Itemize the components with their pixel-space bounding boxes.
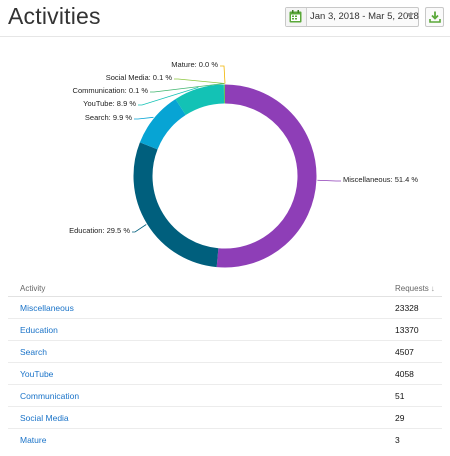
requests-value: 29: [383, 406, 442, 429]
sort-arrow-icon: ↓: [430, 284, 435, 293]
slice-search[interactable]: [139, 99, 187, 150]
calendar-icon: [289, 10, 302, 23]
slice-label: Social Media: 0.1 %: [106, 73, 173, 82]
export-button[interactable]: [425, 7, 444, 27]
slice-education[interactable]: [133, 142, 219, 268]
leader-line: [220, 65, 226, 84]
requests-value: 3: [395, 434, 400, 445]
activity-link[interactable]: Communication: [20, 390, 80, 401]
download-icon: [429, 11, 441, 23]
header-divider: [0, 36, 450, 37]
activity-link[interactable]: Education: [20, 324, 58, 335]
requests-value: 51: [383, 384, 442, 407]
leader-line: [150, 83, 225, 93]
leader-line: [174, 78, 225, 84]
table-row: Mature 3: [8, 429, 442, 451]
requests-value: 23328: [383, 296, 442, 319]
slice-youtube[interactable]: [175, 84, 225, 116]
calendar-button[interactable]: [286, 8, 307, 26]
slice-label: Communication: 0.1 %: [73, 86, 149, 95]
page-header: Activities Jan 3, 2018 - Mar 5, 2018: [0, 0, 450, 36]
requests-value: 13370: [383, 318, 442, 341]
leader-line: [138, 87, 199, 106]
date-range-text: Jan 3, 2018 - Mar 5, 2018: [310, 11, 419, 22]
slice-label: Search: 9.9 %: [85, 113, 132, 122]
activity-donut-chart: Miscellaneous: 51.4 % Education: 29.5 % Se…: [69, 60, 418, 268]
slice-miscellaneous[interactable]: [216, 84, 317, 268]
activity-link[interactable]: Mature: [20, 434, 47, 445]
table-row: Miscellaneous 23328: [8, 296, 442, 319]
column-header-requests-label: Requests: [395, 284, 429, 293]
slice-label: YouTube: 8.9 %: [83, 99, 136, 108]
activity-table: Activity Requests ↓ Miscellaneous 23328 E…: [8, 281, 442, 450]
table-row: YouTube 4058: [8, 362, 442, 385]
table-row: Social Media 29: [8, 406, 442, 429]
activity-link[interactable]: Social Media: [20, 412, 69, 423]
activity-link[interactable]: Search: [20, 346, 47, 357]
column-header-requests[interactable]: Requests ↓: [383, 281, 442, 297]
leader-line: [132, 224, 147, 233]
table-row: Communication 51: [8, 384, 442, 407]
slice-label: Mature: 0.0 %: [171, 60, 218, 69]
slice-label: Miscellaneous: 51.4 %: [343, 175, 418, 184]
activity-link[interactable]: Miscellaneous: [20, 302, 74, 313]
table-row: Education 13370: [8, 318, 442, 341]
requests-value: 4507: [383, 340, 442, 363]
requests-value: 4058: [383, 362, 442, 385]
column-header-activity[interactable]: Activity: [8, 281, 383, 297]
table-row: Search 4507: [8, 340, 442, 363]
slice-label: Education: 29.5 %: [69, 226, 130, 235]
activity-link[interactable]: YouTube: [20, 368, 54, 379]
date-range-picker[interactable]: Jan 3, 2018 - Mar 5, 2018: [285, 7, 419, 27]
table-header-row: Activity Requests ↓: [8, 281, 442, 297]
leader-line: [317, 179, 341, 182]
chevron-down-icon: [406, 13, 414, 18]
leader-line: [134, 116, 154, 120]
page-title: Activities: [8, 3, 101, 29]
